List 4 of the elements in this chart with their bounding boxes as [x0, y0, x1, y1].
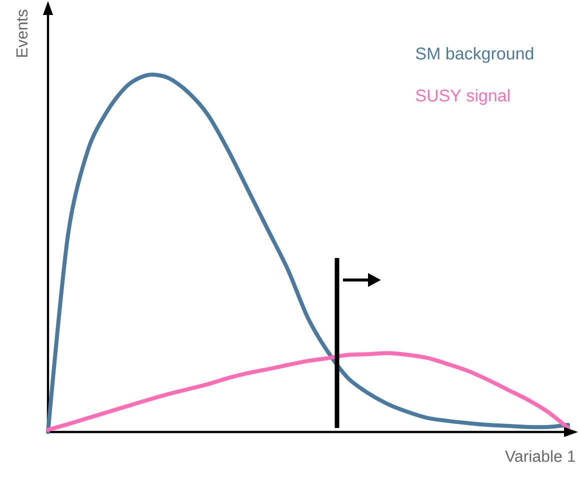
y-axis-title: Events — [16, 10, 28, 57]
x-axis-title: Variable 1 — [505, 450, 575, 462]
text: SUSY signal — [416, 89, 510, 105]
text: SM background — [416, 47, 534, 63]
